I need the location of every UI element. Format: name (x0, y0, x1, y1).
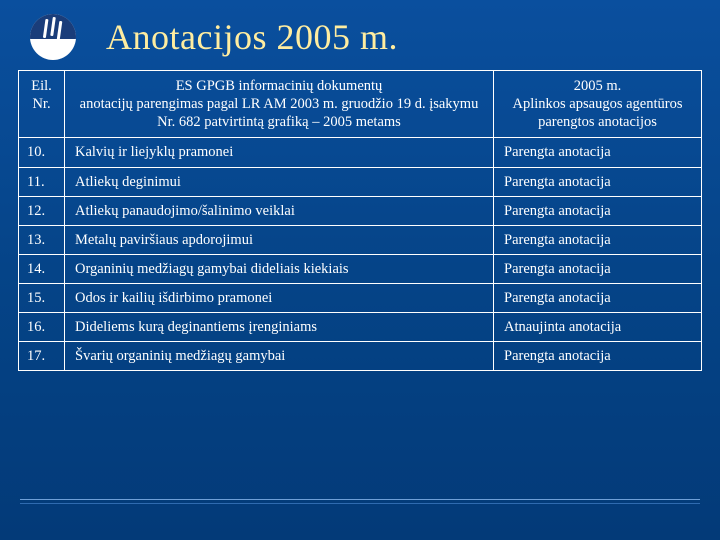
cell-nr: 10. (19, 138, 65, 167)
annotations-table: Eil. Nr. ES GPGB informacinių dokumentų … (18, 70, 702, 371)
cell-doc: Atliekų panaudojimo/šalinimo veiklai (65, 196, 494, 225)
slide-header: Anotacijos 2005 m. (0, 0, 720, 70)
table-body: 10. Kalvių ir liejyklų pramonei Parengta… (19, 138, 702, 371)
cell-doc: Dideliems kurą deginantiems įrenginiams (65, 313, 494, 342)
cell-nr: 12. (19, 196, 65, 225)
col-header-nr: Eil. Nr. (19, 71, 65, 138)
table-row: 10. Kalvių ir liejyklų pramonei Parengta… (19, 138, 702, 167)
cell-nr: 14. (19, 254, 65, 283)
col-header-status-line1: 2005 m. (574, 78, 622, 94)
table-row: 17. Švarių organinių medžiagų gamybai Pa… (19, 342, 702, 371)
cell-status: Parengta anotacija (494, 254, 702, 283)
cell-nr: 11. (19, 167, 65, 196)
col-header-status-line2: Aplinkos apsaugos agentūros parengtos an… (513, 96, 683, 130)
logo-icon (30, 14, 76, 60)
cell-status: Atnaujinta anotacija (494, 313, 702, 342)
cell-status: Parengta anotacija (494, 196, 702, 225)
col-header-doc-line1: ES GPGB informacinių dokumentų (176, 78, 383, 94)
cell-status: Parengta anotacija (494, 167, 702, 196)
table-row: 14. Organinių medžiagų gamybai dideliais… (19, 254, 702, 283)
cell-status: Parengta anotacija (494, 284, 702, 313)
col-header-nr-line2: Nr. (32, 96, 50, 112)
table-row: 13. Metalų paviršiaus apdorojimui Pareng… (19, 225, 702, 254)
col-header-doc: ES GPGB informacinių dokumentų anotacijų… (65, 71, 494, 138)
cell-doc: Atliekų deginimui (65, 167, 494, 196)
table-row: 16. Dideliems kurą deginantiems įrengini… (19, 313, 702, 342)
table-row: 15. Odos ir kailių išdirbimo pramonei Pa… (19, 284, 702, 313)
cell-doc: Švarių organinių medžiagų gamybai (65, 342, 494, 371)
table-row: 11. Atliekų deginimui Parengta anotacija (19, 167, 702, 196)
cell-doc: Odos ir kailių išdirbimo pramonei (65, 284, 494, 313)
col-header-status: 2005 m. Aplinkos apsaugos agentūros pare… (494, 71, 702, 138)
col-header-doc-line2: anotacijų parengimas pagal LR AM 2003 m.… (80, 96, 479, 130)
table-container: Eil. Nr. ES GPGB informacinių dokumentų … (0, 70, 720, 371)
table-row: 12. Atliekų panaudojimo/šalinimo veiklai… (19, 196, 702, 225)
col-header-nr-line1: Eil. (31, 78, 52, 94)
cell-status: Parengta anotacija (494, 225, 702, 254)
page-title: Anotacijos 2005 m. (106, 16, 398, 58)
cell-status: Parengta anotacija (494, 342, 702, 371)
cell-nr: 13. (19, 225, 65, 254)
cell-status: Parengta anotacija (494, 138, 702, 167)
table-header-row: Eil. Nr. ES GPGB informacinių dokumentų … (19, 71, 702, 138)
cell-doc: Kalvių ir liejyklų pramonei (65, 138, 494, 167)
cell-nr: 16. (19, 313, 65, 342)
cell-doc: Metalų paviršiaus apdorojimui (65, 225, 494, 254)
cell-doc: Organinių medžiagų gamybai dideliais kie… (65, 254, 494, 283)
footer-divider (20, 499, 700, 504)
cell-nr: 15. (19, 284, 65, 313)
cell-nr: 17. (19, 342, 65, 371)
